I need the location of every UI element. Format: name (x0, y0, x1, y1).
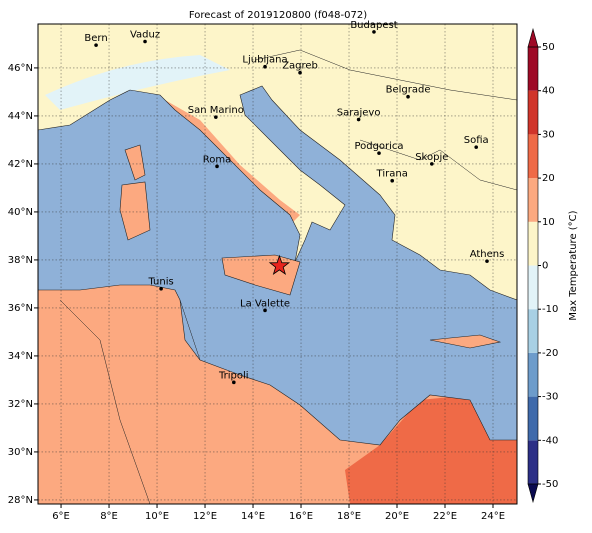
colorbar-bin (528, 309, 538, 353)
colorbar-tick-label: -40 (542, 435, 558, 446)
crete (429, 334, 502, 349)
city-label: La Valette (240, 298, 290, 309)
y-tick-label: 30°N (8, 447, 33, 458)
city-dot (406, 94, 410, 99)
city-dot (143, 39, 147, 44)
colorbar-extend-bottom (527, 483, 539, 504)
city-dot (215, 164, 219, 169)
colorbar-bin (528, 47, 538, 91)
y-tick-label: 34°N (8, 351, 33, 362)
colorbar-bin (528, 221, 538, 266)
y-tick-label: 36°N (8, 303, 33, 314)
map-frame (37, 23, 518, 505)
city-dot (430, 162, 434, 166)
x-tick-label: 24°E (481, 511, 505, 522)
city-label: Belgrade (386, 85, 431, 96)
y-tick-label: 42°N (8, 159, 33, 170)
x-tick-label: 14°E (241, 511, 265, 522)
colorbar-tick-label: 40 (542, 86, 555, 97)
colorbar-tick-label: 20 (542, 173, 555, 184)
colorbar-bin (528, 396, 538, 441)
colorbar-bin (528, 134, 538, 179)
city-dot (390, 178, 395, 183)
chart-title: Forecast of 2019120800 (f048-072) (189, 10, 367, 21)
colorbar-bin (528, 265, 538, 310)
y-tick-label: 38°N (8, 255, 33, 266)
x-tick-label: 8°E (100, 511, 118, 522)
city-label: Skopje (415, 152, 448, 163)
city-label: Zagreb (282, 61, 318, 72)
colorbar-tick-label: -30 (542, 392, 558, 403)
x-tick-label: 16°E (289, 511, 313, 522)
colorbar-tick-label: 30 (542, 129, 555, 140)
city-dot (356, 117, 361, 122)
colorbar-extend-top (527, 27, 539, 48)
city-dot (159, 286, 163, 291)
x-tick-label: 18°E (337, 511, 361, 522)
x-tick-label: 12°E (193, 511, 217, 522)
colorbar-bin (528, 440, 538, 484)
city-dot (485, 259, 489, 263)
city-label: Athens (470, 249, 505, 260)
city-label: Sofia (464, 135, 489, 146)
x-tick-label: 22°E (433, 511, 457, 522)
y-tick-label: 32°N (8, 399, 33, 410)
city-dot (263, 308, 267, 313)
city-dot (377, 151, 381, 155)
city-label: Podgorica (354, 141, 403, 152)
city-dot (372, 30, 376, 34)
city-dot (232, 380, 236, 385)
y-tick-label: 46°N (8, 63, 33, 74)
city-dot (94, 43, 98, 47)
islands (119, 144, 151, 241)
city-label: Vaduz (130, 30, 160, 41)
y-tick-label: 44°N (8, 111, 33, 122)
colorbar-tick-label: -10 (542, 304, 558, 315)
city-label: Tripoli (218, 370, 249, 381)
x-tick-label: 6°E (52, 511, 70, 522)
city-label: Bern (84, 33, 107, 44)
city-dot (298, 70, 302, 75)
city-label: Tirana (376, 169, 408, 180)
colorbar-tick-label: 50 (542, 42, 555, 53)
city-label: Ljubljana (242, 55, 287, 66)
city-label: Tunis (147, 277, 173, 288)
colorbar-tick-label: 10 (542, 217, 555, 228)
hot-zone (345, 390, 517, 504)
y-tick-label: 40°N (8, 207, 33, 218)
colorbar-label: Max Temperature (°C) (568, 210, 579, 320)
x-tick-label: 20°E (385, 511, 409, 522)
city-label: Budapest (350, 20, 397, 31)
colorbar-tick-label: -50 (542, 479, 558, 490)
city-label: San Marino (188, 105, 244, 116)
city-label: Sarajevo (337, 108, 381, 119)
colorbar-tick-label: 0 (542, 261, 548, 272)
y-tick-label: 28°N (8, 495, 33, 506)
city-dot (263, 64, 267, 69)
city-dot (474, 145, 479, 149)
colorbar-bin (528, 352, 538, 397)
borders (59, 49, 517, 504)
cold-zone (45, 55, 230, 110)
x-tick-label: 10°E (145, 511, 169, 522)
colorbar-bin (528, 90, 538, 135)
event-marker (268, 254, 291, 275)
city-label: Roma (203, 154, 232, 165)
colorbar-tick-label: -20 (542, 348, 558, 359)
city-dot (214, 115, 218, 119)
colorbar-bin (528, 178, 538, 222)
